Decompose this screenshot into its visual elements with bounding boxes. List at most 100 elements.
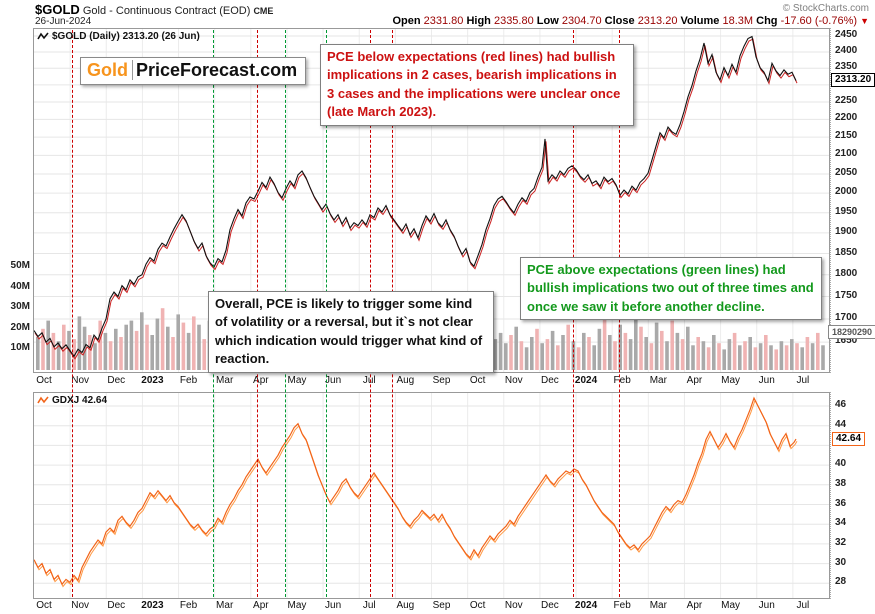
quote-field-label: Close — [604, 15, 638, 27]
ytick-label: 32 — [835, 536, 847, 548]
month-label: Mar — [216, 600, 234, 611]
ytick-label: 1900 — [835, 225, 858, 237]
month-label: Sep — [432, 600, 451, 611]
month-label: Jun — [758, 600, 775, 611]
month-label: May — [287, 600, 307, 611]
ytick-label: 1750 — [835, 289, 858, 301]
month-label: Sep — [432, 375, 451, 386]
ytick-label: 2450 — [835, 29, 858, 40]
month-label: Dec — [541, 600, 559, 611]
gold-legend-label: $GOLD (Daily) 2313.20 (26 Jun) — [52, 31, 200, 42]
gold-last-price-tag: 2313.20 — [831, 73, 875, 88]
chart-header: $GOLD Gold - Continuous Contract (EOD) C… — [35, 2, 273, 17]
month-label: Apr — [253, 600, 269, 611]
month-label: Mar — [649, 375, 667, 386]
month-label: Nov — [71, 600, 90, 611]
goldpriceforecast-watermark[interactable]: Gold PriceForecast.com — [80, 57, 307, 85]
month-label: Oct — [36, 375, 52, 386]
month-label: Oct — [469, 375, 486, 386]
quote-field-value: 2304.70 — [561, 15, 605, 27]
volume-tag: 18290290 — [828, 325, 875, 340]
symbol-label: $GOLD — [35, 2, 80, 17]
month-label: Dec — [107, 375, 126, 386]
month-label: Jul — [362, 375, 376, 386]
volume-tick-label: 40M — [10, 280, 30, 292]
gold-xaxis: Oct Nov Dec 2023 Feb Mar Apr May Jun Jul Aug Sep Oct… — [33, 375, 830, 389]
month-label: Feb — [179, 600, 198, 611]
volume-tick-label: 10M — [10, 342, 30, 354]
month-label: 2024 — [574, 600, 598, 611]
gold-series-icon — [37, 32, 49, 40]
month-label: Feb — [613, 600, 631, 611]
month-label: Nov — [504, 375, 523, 386]
ytick-label: 1650 — [835, 335, 858, 347]
watermark-rest-text: PriceForecast.com — [136, 60, 298, 80]
copyright-label: © StockCharts.com — [782, 3, 869, 14]
ytick-label: 2350 — [835, 61, 858, 73]
ytick-label: 2250 — [835, 94, 858, 106]
annotation-green-pce: PCE above expectations (green lines) had… — [520, 257, 822, 321]
ytick-label: 2100 — [835, 148, 858, 160]
month-label: 2023 — [141, 375, 164, 386]
ytick-label: 36 — [835, 497, 847, 509]
month-label: Nov — [71, 375, 90, 386]
instrument-name: Gold - Continuous Contract (EOD) — [82, 5, 251, 17]
quote-field-label: Low — [536, 15, 562, 27]
month-label: Jul — [796, 375, 810, 386]
ytick-label: 1800 — [835, 267, 858, 279]
month-label: Apr — [253, 375, 269, 386]
ytick-label: 44 — [835, 418, 847, 430]
month-label: Jul — [796, 600, 810, 611]
gdxj-last-price-tag: 42.64 — [832, 432, 866, 447]
month-label: May — [721, 600, 741, 611]
quote-field-value: -17.60 (-0.76%) — [780, 15, 861, 27]
quote-field-value: 2313.20 — [637, 15, 681, 27]
chart-date: 26-Jun-2024 — [35, 16, 92, 27]
gdxj-legend: GDXJ 42.64 — [37, 395, 107, 406]
ytick-label: 28 — [835, 576, 847, 588]
gold-legend: $GOLD (Daily) 2313.20 (26 Jun) — [37, 31, 200, 42]
quote-field-label: Open — [392, 15, 424, 27]
gdxj-legend-label: GDXJ 42.64 — [52, 395, 108, 406]
pce-below-line — [72, 30, 73, 597]
ytick-label: 2000 — [835, 186, 858, 198]
month-label: Jun — [325, 600, 342, 611]
month-label: Apr — [686, 375, 703, 386]
ytick-label: 2400 — [835, 44, 858, 56]
month-label: Nov — [504, 600, 523, 611]
month-label: Dec — [107, 600, 126, 611]
month-label: Oct — [36, 600, 52, 611]
ytick-label: 2200 — [835, 112, 858, 124]
month-label: May — [287, 375, 307, 386]
month-label: Jul — [362, 600, 376, 611]
month-label: Feb — [613, 375, 631, 386]
quote-field-label: Volume — [680, 15, 723, 27]
month-label: Jun — [758, 375, 775, 386]
month-label: May — [721, 375, 741, 386]
gdxj-yaxis-line — [830, 392, 831, 599]
volume-tick-label: 20M — [10, 321, 30, 333]
annotation-red-pce: PCE below expectations (red lines) had b… — [320, 44, 634, 126]
gdxj-series-icon — [37, 396, 49, 404]
month-label: Feb — [179, 375, 198, 386]
month-label: Oct — [469, 600, 486, 611]
quote-field-value: 18.3M — [722, 15, 757, 27]
gdxj-plot — [33, 392, 830, 599]
quote-summary: Open 2331.80 High 2335.80 Low 2304.70 Cl… — [392, 15, 869, 27]
ytick-label: 34 — [835, 517, 847, 529]
ytick-label: 1850 — [835, 246, 858, 258]
month-label: Dec — [541, 375, 559, 386]
quote-field-value: 2331.80 — [423, 15, 467, 27]
ytick-label: 1950 — [835, 205, 858, 217]
gdxj-xaxis: Oct Nov Dec 2023 Feb Mar Apr May Jun Jul Aug Sep Oct… — [33, 600, 830, 614]
volume-tick-label: 30M — [10, 301, 30, 313]
gold-yaxis-line — [830, 28, 831, 373]
month-label: Apr — [686, 600, 703, 611]
watermark-gold-text: Gold — [87, 60, 133, 80]
month-label: Mar — [649, 600, 667, 611]
gdxj-canvas — [33, 393, 829, 598]
quote-field-label: High — [466, 15, 494, 27]
ytick-label: 46 — [835, 399, 847, 410]
ytick-label: 40 — [835, 458, 847, 470]
